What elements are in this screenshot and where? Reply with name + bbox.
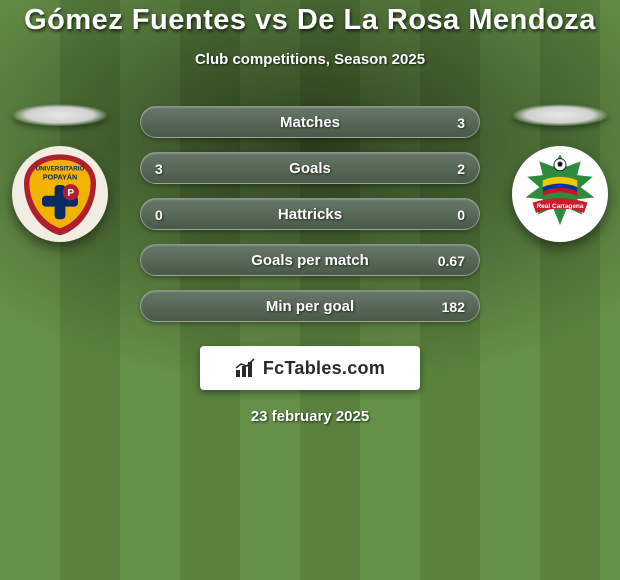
footer-date: 23 february 2025 [0, 408, 620, 425]
stat-label: Hattricks [141, 199, 479, 231]
stat-value-right: 0 [457, 199, 465, 231]
stat-label: Matches [141, 107, 479, 139]
svg-text:POPAYÁN: POPAYÁN [43, 173, 77, 182]
club-badge-left: UNIVERSITARIO POPAYÁN P [12, 146, 108, 242]
bar-chart-icon [235, 358, 257, 378]
page-subtitle: Club competitions, Season 2025 [0, 51, 620, 68]
infographic-root: Gómez Fuentes vs De La Rosa Mendoza Club… [0, 0, 620, 580]
stat-label: Goals [141, 153, 479, 185]
brand-badge: FcTables.com [200, 346, 420, 390]
stat-label: Min per goal [141, 291, 479, 323]
page-title: Gómez Fuentes vs De La Rosa Mendoza [0, 4, 620, 37]
stat-pill-list: Matches 3 3 Goals 2 0 Hattricks 0 Goals … [140, 106, 480, 322]
stat-value-right: 3 [457, 107, 465, 139]
stat-row-goals: 3 Goals 2 [140, 152, 480, 184]
svg-text:Real Cartagena: Real Cartagena [537, 203, 584, 210]
stat-row-matches: Matches 3 [140, 106, 480, 138]
real-cartagena-crest-icon: Real Cartagena [517, 151, 603, 237]
stat-value-right: 2 [457, 153, 465, 185]
svg-text:P: P [68, 188, 75, 199]
stat-value-right: 182 [442, 291, 465, 323]
stat-row-goals-per-match: Goals per match 0.67 [140, 244, 480, 276]
svg-text:UNIVERSITARIO: UNIVERSITARIO [36, 166, 85, 173]
stat-value-right: 0.67 [438, 245, 465, 277]
stats-block: UNIVERSITARIO POPAYÁN P [0, 106, 620, 322]
popayan-crest-icon: UNIVERSITARIO POPAYÁN P [15, 149, 105, 239]
stat-label: Goals per match [141, 245, 479, 277]
badge-shadow-left [12, 104, 108, 126]
stat-row-hattricks: 0 Hattricks 0 [140, 198, 480, 230]
stat-row-min-per-goal: Min per goal 182 [140, 290, 480, 322]
brand-text: FcTables.com [263, 358, 385, 379]
badge-shadow-right [512, 104, 608, 126]
club-badge-right: Real Cartagena [512, 146, 608, 242]
